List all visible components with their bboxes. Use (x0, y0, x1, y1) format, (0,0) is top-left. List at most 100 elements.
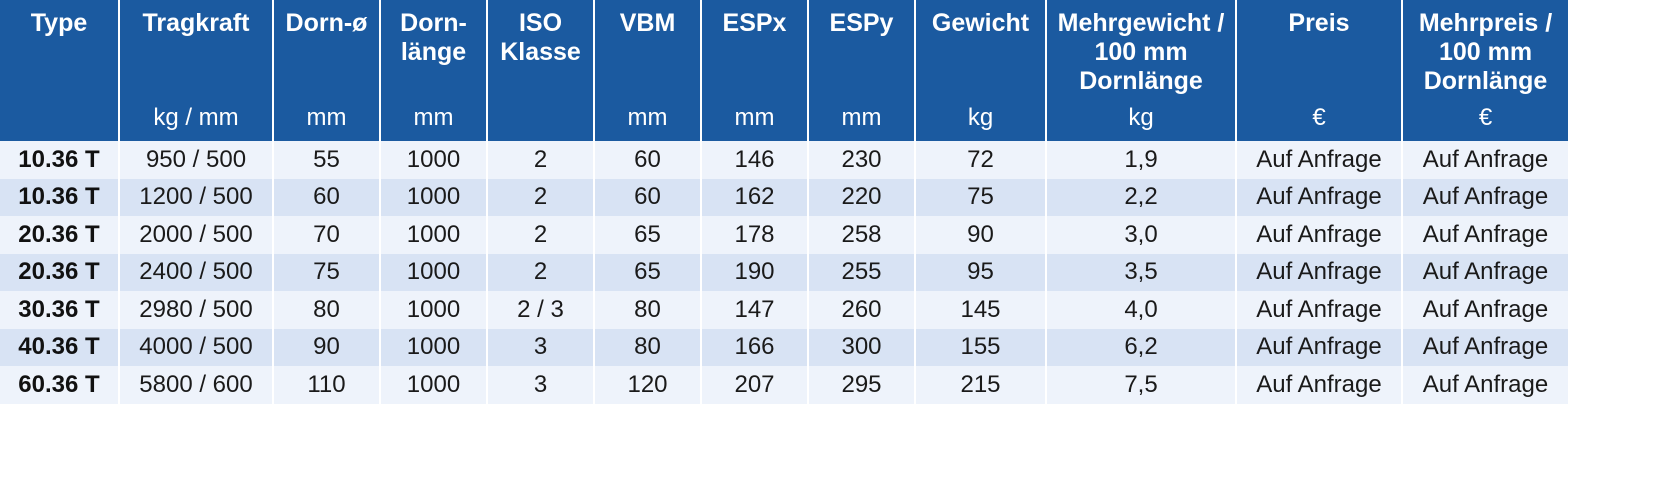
table-cell: 75 (915, 178, 1047, 216)
table-cell: Auf Anfrage (1402, 178, 1568, 216)
column-header-name: Preis (1237, 0, 1401, 38)
table-cell: 1000 (380, 366, 488, 404)
table-cell: 1000 (380, 328, 488, 366)
column-header-line: Dornlänge (1079, 67, 1203, 95)
table-cell: 60 (594, 141, 702, 179)
table-cell: 5800 / 600 (119, 366, 274, 404)
table-cell: 1,9 (1046, 141, 1237, 179)
table-cell: 120 (594, 366, 702, 404)
type-cell: 20.36 T (0, 253, 120, 291)
table-cell: 6,2 (1046, 328, 1237, 366)
table-cell: 80 (594, 291, 702, 329)
column-header: Dorn-ø mm (273, 0, 381, 141)
column-header: ISO Klasse (487, 0, 595, 141)
column-header-line: Dorn- (400, 9, 467, 37)
column-header-line: Preis (1288, 9, 1350, 37)
table-row: 10.36 T 1200 / 500 60 1000 2 60 162 220 75 2,2 Auf… (0, 178, 1568, 216)
table-cell: 60 (594, 178, 702, 216)
column-unit: mm (413, 104, 454, 131)
table-cell: 155 (915, 328, 1047, 366)
table-cell: 255 (808, 253, 916, 291)
table-cell: 65 (594, 253, 702, 291)
table-cell: Auf Anfrage (1236, 141, 1403, 179)
header-row: Type Tragkraft kg / mm Dorn-ø mm Dorn-länge mm… (0, 0, 1568, 141)
table-cell: Auf Anfrage (1402, 328, 1568, 366)
column-header: VBM mm (594, 0, 702, 141)
table-cell: 162 (701, 178, 809, 216)
table-cell: 178 (701, 216, 809, 254)
table-cell: 2980 / 500 (119, 291, 274, 329)
table-cell: 230 (808, 141, 916, 179)
table-cell: 2 (487, 178, 595, 216)
table-cell: Auf Anfrage (1402, 141, 1568, 179)
column-header-line: Klasse (500, 38, 581, 66)
column-header: ESPx mm (701, 0, 809, 141)
table-cell: 110 (273, 366, 381, 404)
table-row: 60.36 T 5800 / 600 110 1000 3 120 207 295 215 7,5… (0, 366, 1568, 404)
column-unit: mm (841, 104, 882, 131)
column-header: Mehrgewicht /100 mm Dornlänge kg (1046, 0, 1237, 141)
table-cell: 146 (701, 141, 809, 179)
table-cell: 70 (273, 216, 381, 254)
table-body: 10.36 T 950 / 500 55 1000 2 60 146 230 72 1,9 Auf … (0, 141, 1568, 404)
column-header: Type (0, 0, 120, 141)
table-row: 20.36 T 2400 / 500 75 1000 2 65 190 255 95 3,5 Auf… (0, 253, 1568, 291)
column-header-line: Mehrgewicht / (1057, 9, 1225, 37)
column-header-name: ISO Klasse (488, 0, 593, 67)
spec-table: Type Tragkraft kg / mm Dorn-ø mm Dorn-länge mm… (0, 0, 1568, 404)
column-unit: mm (734, 104, 775, 131)
column-header-name: ESPx (702, 0, 807, 38)
column-unit: € (1312, 104, 1326, 131)
table-cell: 2400 / 500 (119, 253, 274, 291)
table-cell: 3,5 (1046, 253, 1237, 291)
table-header: Type Tragkraft kg / mm Dorn-ø mm Dorn-länge mm… (0, 0, 1568, 141)
table-cell: 4000 / 500 (119, 328, 274, 366)
table-cell: 2 (487, 253, 595, 291)
column-header: Gewicht kg (915, 0, 1047, 141)
table-cell: 55 (273, 141, 381, 179)
table-row: 40.36 T 4000 / 500 90 1000 3 80 166 300 155 6,2 Au… (0, 328, 1568, 366)
table-cell: 7,5 (1046, 366, 1237, 404)
table-cell: 2 (487, 216, 595, 254)
type-cell: 40.36 T (0, 328, 120, 366)
table-cell: 190 (701, 253, 809, 291)
column-header-name: Mehrpreis /100 mm Dornlänge (1403, 0, 1568, 96)
table-cell: 295 (808, 366, 916, 404)
column-header-line: ESPx (722, 9, 787, 37)
table-cell: 2,2 (1046, 178, 1237, 216)
column-header-name: Gewicht (916, 0, 1045, 38)
table-cell: 3,0 (1046, 216, 1237, 254)
table-cell: 2 / 3 (487, 291, 595, 329)
table-cell: 2000 / 500 (119, 216, 274, 254)
table-cell: 80 (273, 291, 381, 329)
table-cell: Auf Anfrage (1402, 253, 1568, 291)
column-header-line: Dornlänge (1423, 67, 1548, 95)
column-header: ESPy mm (808, 0, 916, 141)
column-header: Preis € (1236, 0, 1403, 141)
column-unit: € (1478, 104, 1493, 131)
table-cell: 90 (915, 216, 1047, 254)
table-cell: Auf Anfrage (1236, 328, 1403, 366)
type-cell: 10.36 T (0, 141, 120, 179)
table-cell: Auf Anfrage (1236, 366, 1403, 404)
table-cell: 95 (915, 253, 1047, 291)
column-header-name: Mehrgewicht /100 mm Dornlänge (1047, 0, 1235, 96)
type-cell: 60.36 T (0, 366, 120, 404)
table-cell: 1000 (380, 291, 488, 329)
type-cell: 20.36 T (0, 216, 120, 254)
column-header-line: Type (30, 9, 88, 37)
table-cell: 145 (915, 291, 1047, 329)
column-header-name: Type (0, 0, 118, 38)
table-cell: Auf Anfrage (1402, 216, 1568, 254)
table-cell: 1000 (380, 216, 488, 254)
column-header: Dorn-länge mm (380, 0, 488, 141)
table-row: 10.36 T 950 / 500 55 1000 2 60 146 230 72 1,9 Auf … (0, 141, 1568, 179)
column-unit: kg (1128, 104, 1154, 131)
table-cell: 72 (915, 141, 1047, 179)
table-cell: 260 (808, 291, 916, 329)
column-unit: kg (967, 104, 994, 131)
table-cell: Auf Anfrage (1402, 366, 1568, 404)
column-header-line: Gewicht (931, 9, 1030, 37)
column-unit: mm (306, 104, 347, 131)
table-cell: 75 (273, 253, 381, 291)
